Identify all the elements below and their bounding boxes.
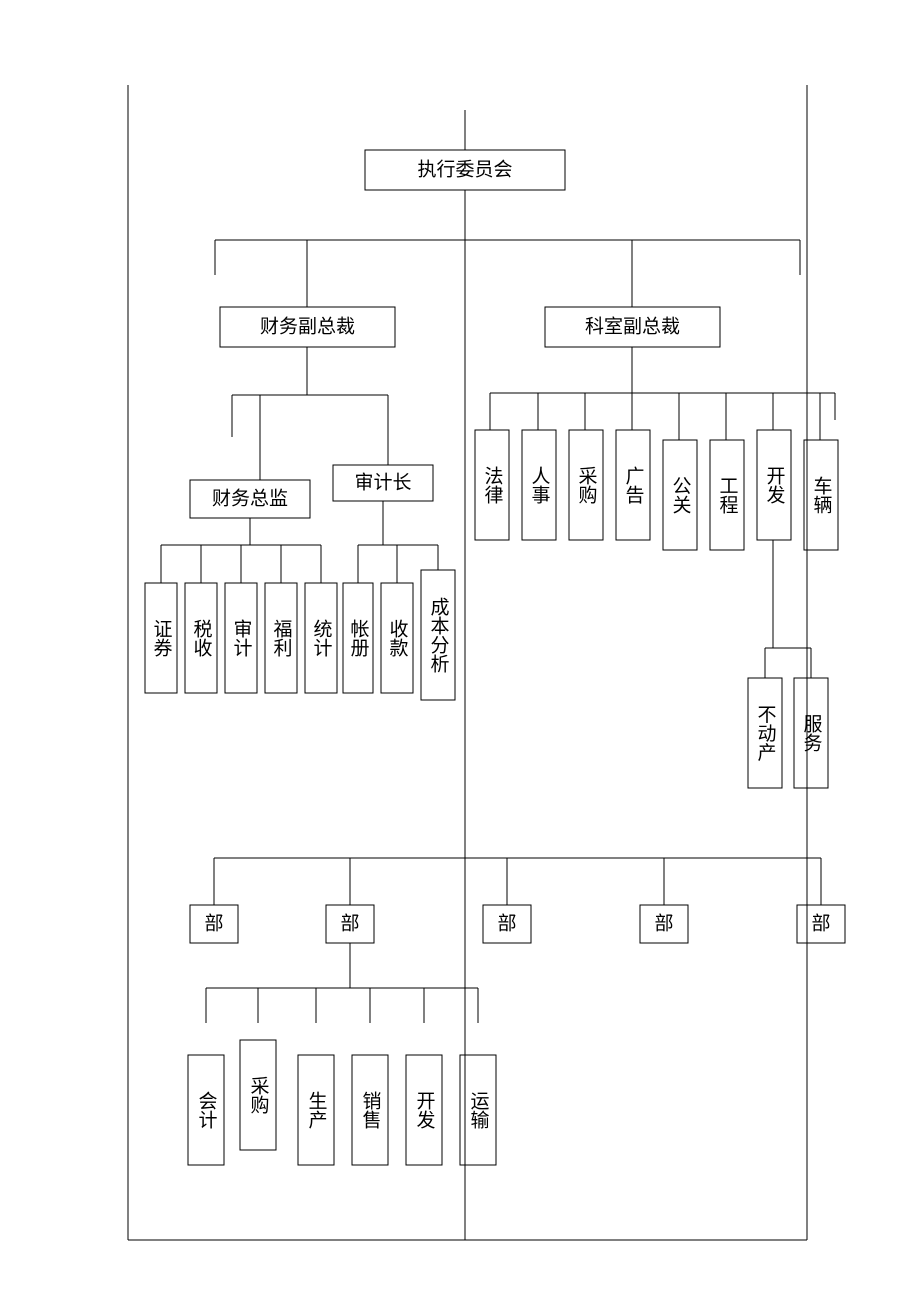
org-node-label-f5: 统计	[311, 619, 333, 657]
org-node-label-d2: 人事	[529, 466, 551, 504]
org-node-label-fin-dir: 财务总监	[212, 488, 288, 510]
org-node-label-a1: 帐册	[348, 619, 370, 657]
org-node-label-f3: 审计	[231, 619, 253, 657]
org-node-label-d3: 采购	[576, 466, 598, 504]
org-node-label-f2: 税收	[191, 619, 213, 657]
org-node-label-exec: 执行委员会	[417, 159, 512, 181]
org-node-label-d1: 法律	[482, 466, 504, 504]
org-node-label-s3: 生产	[306, 1091, 328, 1129]
org-node-label-bu1: 部	[204, 913, 223, 935]
org-node-label-sv: 服务	[801, 714, 823, 752]
org-node-label-vp-dept: 科室副总裁	[585, 316, 680, 338]
org-chart-diagram: 执行委员会财务副总裁科室副总裁财务总监审计长法律人事采购广告公关工程开发车辆证券…	[0, 0, 920, 1302]
org-node-label-a3: 成本分析	[428, 597, 450, 673]
org-node-label-d6: 工程	[717, 476, 739, 514]
org-node-label-bu3: 部	[497, 913, 516, 935]
org-node-label-s6: 运输	[468, 1091, 490, 1129]
org-node-label-f4: 福利	[271, 619, 293, 657]
org-node-label-s2: 采购	[248, 1076, 270, 1114]
org-node-label-s5: 开发	[414, 1091, 436, 1129]
org-node-label-d5: 公关	[670, 476, 692, 514]
org-node-label-audit: 审计长	[354, 472, 411, 494]
org-node-label-vp-fin: 财务副总裁	[260, 316, 355, 338]
org-node-label-a2: 收款	[387, 619, 409, 658]
org-node-label-d7: 开发	[764, 466, 786, 504]
org-node-label-re: 不动产	[755, 705, 777, 762]
org-node-label-s1: 会计	[196, 1091, 218, 1129]
org-node-label-bu5: 部	[811, 913, 830, 935]
org-node-label-bu2: 部	[340, 913, 359, 935]
org-node-label-d4: 广告	[623, 466, 645, 504]
org-node-label-s4: 销售	[360, 1091, 382, 1129]
org-node-label-bu4: 部	[654, 913, 673, 935]
org-node-label-f1: 证券	[151, 619, 173, 657]
org-node-label-d8: 车辆	[811, 476, 833, 514]
